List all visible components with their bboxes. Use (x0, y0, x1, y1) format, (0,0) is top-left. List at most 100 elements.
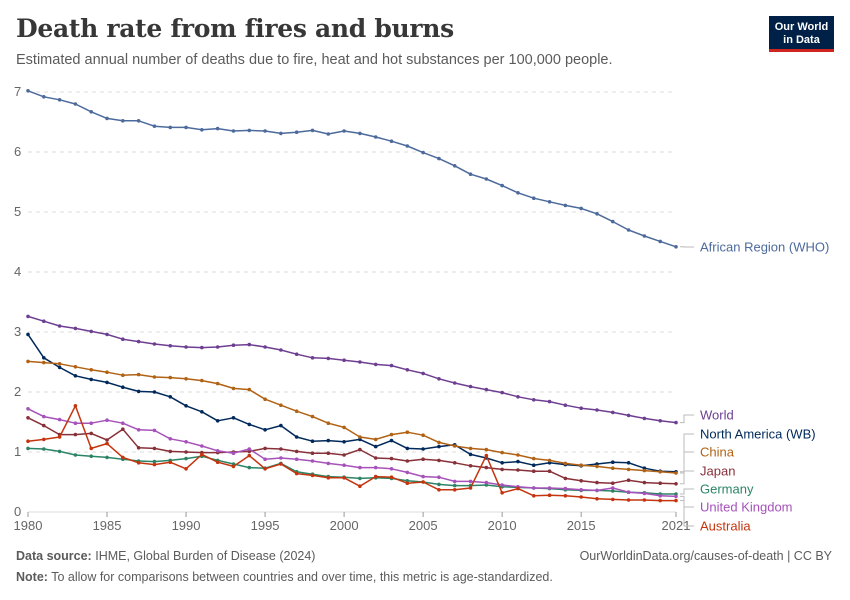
legend-connector (680, 433, 694, 473)
data-point (626, 498, 631, 502)
data-point (121, 337, 125, 342)
source-text[interactable]: IHME, Global Burden of Disease (2024) (95, 549, 316, 563)
data-point (610, 497, 615, 502)
data-point (342, 463, 346, 468)
data-point (294, 471, 299, 476)
data-point (579, 488, 583, 492)
data-point (468, 486, 473, 490)
data-point (247, 342, 252, 347)
data-point (105, 370, 109, 375)
data-point (105, 332, 109, 337)
data-point (658, 498, 662, 503)
data-point (310, 473, 315, 478)
data-point (389, 456, 394, 461)
data-point (247, 453, 252, 458)
data-point (358, 465, 362, 470)
data-point (389, 139, 394, 143)
data-point (231, 416, 236, 420)
data-point (674, 482, 678, 486)
data-point (595, 464, 599, 469)
data-point (247, 128, 252, 133)
data-point (136, 372, 141, 377)
data-point (184, 450, 188, 454)
y-tick-label: 4 (14, 264, 21, 279)
data-point (405, 459, 410, 463)
data-point (373, 135, 378, 139)
data-point (500, 390, 504, 395)
data-point (595, 488, 599, 493)
data-point (89, 421, 94, 426)
data-point (563, 476, 568, 481)
data-point (57, 435, 62, 439)
data-point (42, 95, 46, 99)
x-tick-label: 2000 (330, 518, 359, 533)
series-label: African Region (WHO) (700, 240, 829, 255)
data-point (263, 397, 267, 402)
data-point (626, 413, 631, 418)
data-point (73, 421, 78, 426)
data-point (389, 363, 394, 368)
data-point (500, 483, 504, 487)
data-point (121, 421, 125, 426)
data-point (452, 479, 457, 484)
data-point (421, 474, 425, 479)
data-point (184, 456, 188, 461)
series-label: United Kingdom (700, 500, 793, 515)
data-point (500, 467, 504, 472)
data-point (358, 360, 362, 364)
data-point (563, 486, 568, 491)
data-point (279, 403, 283, 408)
series-label: World (700, 408, 734, 423)
data-point (547, 469, 552, 474)
data-point (674, 245, 678, 249)
data-point (484, 177, 489, 181)
data-point (105, 441, 109, 446)
owid-logo[interactable]: Our World in Data (769, 16, 834, 52)
data-point (326, 476, 331, 480)
data-point (73, 404, 78, 408)
data-point (468, 446, 473, 451)
data-point (484, 453, 489, 458)
data-point (373, 444, 378, 449)
data-point (342, 129, 346, 133)
data-point (57, 362, 62, 366)
data-point (26, 407, 30, 411)
note-text: To allow for comparisons between countri… (51, 570, 553, 584)
series-label: Australia (700, 519, 751, 534)
data-point (389, 475, 394, 480)
data-point (42, 360, 46, 365)
data-point (231, 343, 236, 348)
data-point (121, 373, 125, 378)
data-point (373, 437, 378, 442)
x-tick-label: 2021 (662, 518, 691, 533)
x-tick-label: 1985 (93, 518, 122, 533)
data-point (184, 125, 188, 130)
data-point (326, 461, 331, 466)
data-point (136, 446, 141, 450)
series-label: North America (WB) (700, 427, 816, 442)
data-point (57, 417, 62, 422)
data-point (200, 410, 204, 414)
data-point (468, 384, 473, 389)
data-point (310, 451, 315, 456)
source-line: Data source: IHME, Global Burden of Dise… (16, 549, 315, 563)
data-point (247, 422, 252, 427)
data-point (563, 494, 568, 498)
data-point (326, 132, 331, 136)
y-tick-label: 2 (14, 384, 21, 399)
source-url[interactable]: OurWorldinData.org/causes-of-death | CC … (579, 549, 832, 563)
logo-line-1: Our World (774, 21, 829, 33)
data-point (26, 439, 30, 444)
y-tick-label: 5 (14, 204, 21, 219)
x-tick-label: 2005 (409, 518, 438, 533)
data-point (89, 368, 94, 372)
data-point (531, 486, 536, 490)
data-point (484, 465, 489, 470)
data-point (279, 456, 283, 460)
data-point (105, 438, 109, 442)
data-point (152, 459, 157, 464)
data-point (484, 387, 489, 392)
data-point (674, 494, 678, 499)
data-point (389, 467, 394, 471)
data-point (342, 440, 346, 444)
